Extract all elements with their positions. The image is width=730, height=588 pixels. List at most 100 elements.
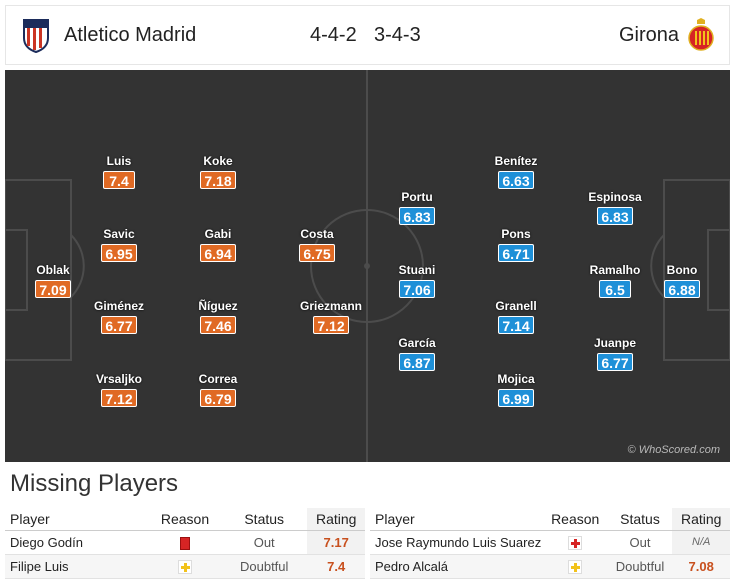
copyright-text: © WhoScored.com (627, 444, 720, 456)
missing-player-name[interactable]: Jose Raymundo Luis Suarez (370, 530, 543, 555)
home-player-griezmann[interactable]: Griezmann 7.12 (291, 299, 371, 336)
player-name: García (398, 336, 436, 350)
missing-players-title: Missing Players (10, 470, 179, 497)
player-rating: 6.5 (599, 280, 631, 298)
away-player-ramalho[interactable]: Ramalho 6.5 (575, 263, 655, 300)
player-rating: 7.18 (200, 171, 236, 189)
player-name: Griezmann (299, 299, 362, 313)
home-player-luis[interactable]: Luis 7.4 (79, 154, 159, 191)
player-name: Benítez (494, 154, 538, 168)
player-rating: 6.87 (399, 353, 435, 371)
col-reason-header[interactable]: Reason (542, 508, 608, 531)
home-team-name[interactable]: Atletico Madrid (64, 24, 197, 46)
missing-player-name[interactable]: Filipe Luis (5, 554, 149, 579)
away-player-pons[interactable]: Pons 6.71 (476, 227, 556, 264)
atletico-madrid-crest-icon (23, 19, 49, 54)
missing-player-name[interactable]: Pedro Alcalá (370, 554, 543, 579)
player-name: Vrsaljko (95, 372, 143, 386)
player-rating: 6.77 (597, 353, 633, 371)
player-name: Gabi (204, 227, 232, 241)
player-rating: 7.06 (399, 280, 435, 298)
col-player-header[interactable]: Player (370, 508, 543, 531)
home-player-savic[interactable]: Savic 6.95 (79, 227, 159, 264)
home-formation: 4-4-2 (310, 24, 357, 46)
player-name: Espinosa (588, 190, 642, 204)
missing-status: Out (221, 530, 308, 555)
pitch: Oblak 7.09 Luis 7.4 Savic 6.95 Giménez 6… (5, 70, 730, 462)
player-name: Juanpe (593, 336, 636, 350)
yellow-cross-icon (178, 559, 192, 574)
home-player-vrsaljko[interactable]: Vrsaljko 7.12 (79, 372, 159, 409)
missing-rating: 7.4 (307, 554, 365, 579)
away-team-name[interactable]: Girona (618, 24, 679, 46)
table-row: Pedro Alcalá Doubtful 7.08 (370, 554, 730, 579)
missing-rating: 7.08 (672, 554, 730, 579)
missing-status: Doubtful (221, 554, 308, 579)
home-player-costa[interactable]: Costa 6.75 (277, 227, 357, 264)
col-rating-header[interactable]: Rating (307, 508, 365, 531)
away-player-garcia[interactable]: García 6.87 (377, 336, 457, 373)
player-rating: 6.75 (299, 244, 335, 262)
player-rating: 7.46 (200, 316, 236, 334)
away-missing-table: Player Reason Status Rating Jose Raymund… (370, 508, 730, 579)
missing-reason (149, 554, 221, 579)
player-rating: 7.09 (35, 280, 71, 298)
missing-reason (542, 530, 608, 555)
missing-player-name[interactable]: Diego Godín (5, 530, 149, 555)
player-rating: 6.95 (101, 244, 137, 262)
col-status-header[interactable]: Status (607, 508, 673, 531)
player-name: Granell (495, 299, 537, 313)
missing-status: Out (607, 530, 673, 555)
player-name: Savic (103, 227, 135, 241)
player-rating: 6.63 (498, 171, 534, 189)
girona-crest-icon (688, 18, 714, 51)
player-rating: 7.14 (498, 316, 534, 334)
player-rating: 6.88 (664, 280, 700, 298)
home-player-gimenez[interactable]: Giménez 6.77 (79, 299, 159, 336)
player-rating: 7.12 (313, 316, 349, 334)
red-cross-icon (568, 535, 583, 550)
home-player-oblak[interactable]: Oblak 7.09 (13, 263, 93, 300)
table-row: Diego Godín Out 7.17 (5, 530, 365, 555)
home-player-correa[interactable]: Correa 6.79 (178, 372, 258, 409)
missing-rating: 7.17 (307, 530, 365, 555)
player-name: Correa (198, 372, 238, 386)
player-rating: 6.83 (597, 207, 633, 225)
away-player-benitez[interactable]: Benítez 6.63 (476, 154, 556, 191)
home-player-niguez[interactable]: Ñíguez 7.46 (178, 299, 258, 336)
missing-reason (149, 530, 221, 555)
col-reason-header[interactable]: Reason (149, 508, 221, 531)
away-player-juanpe[interactable]: Juanpe 6.77 (575, 336, 655, 373)
player-name: Luis (106, 154, 132, 168)
table-row: Filipe Luis Doubtful 7.4 (5, 554, 365, 579)
red-card-icon (180, 536, 190, 550)
player-name: Pons (501, 227, 531, 241)
home-player-gabi[interactable]: Gabi 6.94 (178, 227, 258, 264)
player-name: Portu (401, 190, 433, 204)
player-rating: 6.79 (200, 389, 236, 407)
home-missing-table: Player Reason Status Rating Diego Godín … (5, 508, 365, 579)
player-name: Bono (666, 263, 698, 277)
col-status-header[interactable]: Status (221, 508, 308, 531)
player-name: Ñíguez (198, 299, 238, 313)
player-name: Oblak (36, 263, 70, 277)
away-player-espinosa[interactable]: Espinosa 6.83 (575, 190, 655, 227)
match-header: Atletico Madrid 4-4-2 3-4-3 Girona (5, 5, 730, 65)
away-player-mojica[interactable]: Mojica 6.99 (476, 372, 556, 409)
col-rating-header[interactable]: Rating (672, 508, 730, 531)
player-name: Stuani (398, 263, 436, 277)
missing-status: Doubtful (607, 554, 673, 579)
player-name: Giménez (93, 299, 144, 313)
away-formation: 3-4-3 (374, 24, 421, 46)
missing-rating: N/A (672, 530, 730, 555)
player-rating: 6.83 (399, 207, 435, 225)
away-player-bono[interactable]: Bono 6.88 (642, 263, 722, 300)
home-player-koke[interactable]: Koke 7.18 (178, 154, 258, 191)
player-rating: 6.71 (498, 244, 534, 262)
player-rating: 6.94 (200, 244, 236, 262)
away-player-portu[interactable]: Portu 6.83 (377, 190, 457, 227)
away-player-stuani[interactable]: Stuani 7.06 (377, 263, 457, 300)
col-player-header[interactable]: Player (5, 508, 149, 531)
away-player-granell[interactable]: Granell 7.14 (476, 299, 556, 336)
player-rating: 7.12 (101, 389, 137, 407)
